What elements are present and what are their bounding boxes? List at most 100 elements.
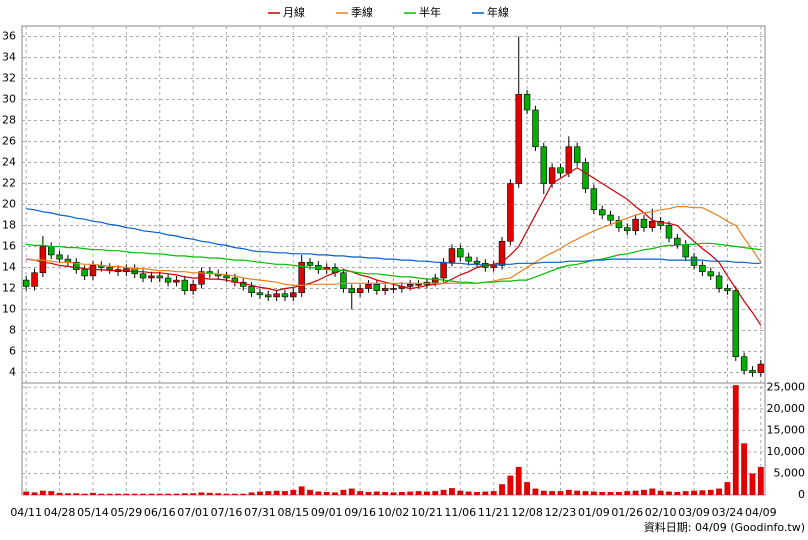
volume-bar bbox=[674, 491, 681, 495]
candle-body bbox=[690, 256, 698, 266]
volume-bar bbox=[223, 493, 230, 495]
y2-tick-label: 5,000 bbox=[774, 466, 806, 479]
candle-body bbox=[498, 240, 506, 266]
volume-bar bbox=[140, 493, 146, 495]
candle-body bbox=[273, 293, 280, 298]
candle-body bbox=[223, 275, 230, 279]
volume-bar bbox=[590, 491, 597, 495]
volume-bar bbox=[615, 491, 622, 495]
y2-tick-label: 20,000 bbox=[767, 402, 806, 415]
volume-bar bbox=[649, 488, 656, 495]
volume-bar bbox=[457, 490, 464, 495]
volume-bar bbox=[382, 491, 389, 495]
volume-bar bbox=[64, 493, 71, 495]
x-tick-label: 04/28 bbox=[44, 506, 76, 519]
candle-body bbox=[306, 261, 314, 266]
candle-body bbox=[365, 283, 372, 289]
volume-bar bbox=[206, 492, 213, 495]
candle-body bbox=[624, 227, 631, 232]
candle-body bbox=[448, 248, 456, 263]
volume-bar bbox=[574, 490, 581, 495]
volume-bar bbox=[757, 467, 764, 495]
volume-bar bbox=[482, 491, 489, 495]
ma-line bbox=[26, 242, 761, 284]
candle-body bbox=[56, 254, 63, 260]
candle-body bbox=[281, 293, 289, 298]
volume-bar bbox=[465, 491, 472, 495]
legend-label: 月線 bbox=[283, 5, 305, 19]
volume-bar bbox=[540, 490, 547, 495]
volume-bar bbox=[23, 491, 30, 495]
candle-body bbox=[139, 273, 147, 279]
x-tick-label: 11/06 bbox=[444, 506, 476, 519]
x-tick-label: 09/16 bbox=[344, 506, 376, 519]
candle-body bbox=[749, 370, 756, 373]
y-tick-label: 16 bbox=[2, 240, 16, 253]
candle-body bbox=[373, 283, 381, 291]
volume-bar bbox=[565, 489, 572, 495]
y-tick-label: 32 bbox=[2, 72, 16, 85]
candle-body bbox=[248, 286, 255, 293]
candle-body bbox=[256, 292, 264, 296]
candle-body bbox=[590, 188, 598, 211]
volume-bar bbox=[716, 488, 723, 495]
volume-bar bbox=[499, 484, 505, 495]
x-tick-label: 07/01 bbox=[177, 506, 209, 519]
volume-bar bbox=[198, 492, 205, 495]
candle-body bbox=[473, 260, 481, 264]
y-tick-label: 8 bbox=[9, 324, 16, 337]
volume-bar bbox=[215, 493, 222, 495]
y-tick-label: 20 bbox=[2, 198, 16, 211]
volume-bar bbox=[707, 489, 714, 495]
volume-bar bbox=[741, 443, 748, 495]
volume-bar bbox=[449, 488, 455, 495]
x-tick-label: 10/21 bbox=[411, 506, 443, 519]
volume-bar bbox=[365, 491, 372, 495]
candle-body bbox=[148, 275, 155, 279]
candle-body bbox=[715, 275, 723, 289]
volume-bar bbox=[607, 491, 614, 495]
volume-bar bbox=[515, 467, 522, 495]
candle-body bbox=[682, 244, 689, 258]
ma-line bbox=[26, 208, 761, 266]
y-tick-label: 24 bbox=[2, 156, 16, 169]
candle-body bbox=[432, 277, 439, 283]
candle-body bbox=[381, 288, 389, 291]
candle-body bbox=[298, 261, 305, 294]
volume-bar bbox=[532, 488, 539, 495]
legend-label: 年線 bbox=[487, 5, 509, 19]
y-tick-label: 14 bbox=[2, 261, 16, 274]
volume-bar bbox=[348, 488, 355, 495]
volume-bar bbox=[165, 493, 172, 495]
candle-body bbox=[732, 290, 740, 358]
y-tick-label: 30 bbox=[2, 93, 16, 106]
y-tick-label: 28 bbox=[2, 114, 16, 127]
volume-bar bbox=[273, 490, 280, 495]
y-tick-label: 4 bbox=[9, 366, 16, 379]
volume-bar bbox=[398, 491, 405, 495]
candle-body bbox=[565, 146, 573, 174]
volume-bar bbox=[290, 489, 297, 495]
x-tick-label: 09/01 bbox=[311, 506, 343, 519]
volume-bar bbox=[724, 482, 731, 495]
candle-body bbox=[573, 146, 581, 163]
candle-body bbox=[156, 275, 163, 279]
volume-bar bbox=[691, 490, 697, 495]
candle-body bbox=[707, 271, 714, 277]
candle-body bbox=[598, 209, 606, 216]
y-tick-label: 34 bbox=[2, 51, 16, 64]
candle-body bbox=[31, 272, 38, 287]
candle-body bbox=[757, 363, 765, 373]
candle-body bbox=[73, 261, 80, 270]
candle-body bbox=[290, 292, 297, 298]
candle-body bbox=[340, 272, 347, 289]
x-tick-label: 05/14 bbox=[77, 506, 109, 519]
volume-bar bbox=[666, 491, 672, 495]
y2-tick-label: 0 bbox=[798, 488, 805, 501]
legend-label: 半年 bbox=[419, 5, 441, 19]
volume-bar bbox=[582, 491, 589, 495]
candle-body bbox=[649, 221, 656, 228]
source-note: 資料日期: 04/09 (Goodinfo.tw) bbox=[644, 520, 805, 534]
x-tick-label: 05/29 bbox=[111, 506, 143, 519]
y-tick-label: 18 bbox=[2, 219, 16, 232]
